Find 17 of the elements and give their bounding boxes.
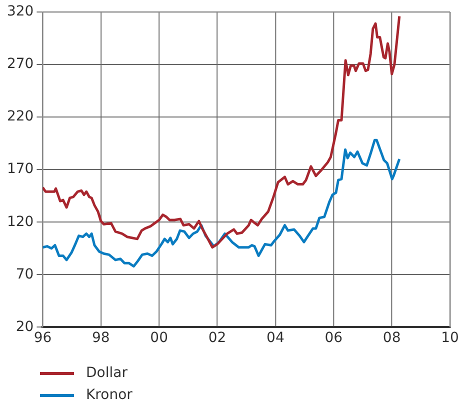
x-tick-label: 02 [208, 330, 226, 346]
y-tick-label: 20 [16, 318, 34, 335]
y-tick-label: 170 [6, 161, 34, 178]
legend-label: Dollar [86, 365, 128, 381]
y-tick-label: 120 [6, 214, 34, 230]
legend-label: Kronor [86, 387, 132, 403]
x-tick-label: 06 [324, 330, 343, 346]
x-tick-label: 00 [150, 330, 168, 346]
y-tick-label: 70 [16, 266, 34, 282]
x-tick-label: 08 [382, 330, 401, 346]
x-tick-label: 04 [266, 330, 284, 346]
y-tick-label: 320 [6, 4, 34, 20]
y-tick-label: 270 [6, 56, 34, 72]
y-tick-label: 220 [6, 108, 34, 125]
x-tick-label: 96 [34, 330, 52, 346]
x-tick-label: 98 [92, 330, 110, 346]
x-tick-label: 10 [441, 330, 459, 346]
